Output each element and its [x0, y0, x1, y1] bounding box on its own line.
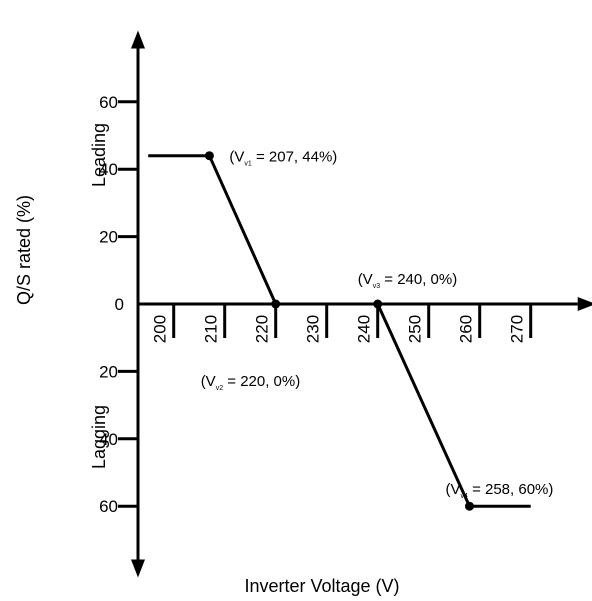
x-tick-label-200: 200 [151, 315, 170, 343]
x-tick-label-270: 270 [508, 315, 527, 343]
x-axis-title: Inverter Voltage (V) [244, 576, 399, 596]
breakpoint-marker-4 [465, 502, 474, 511]
annotation-v1: (Vv1 = 207, 44%) [229, 149, 337, 168]
y-tick-label-3: 0 [115, 295, 124, 314]
y-axis-arrow-bottom [131, 559, 145, 577]
annotation-v2: (Vv2 = 220, 0%) [201, 373, 301, 392]
markers [205, 151, 474, 510]
y-tick-label-0: 60 [99, 93, 118, 112]
y-axis-arrow-top [131, 31, 145, 49]
y-axis-title: Q/S rated (%) [14, 195, 34, 305]
x-axis-arrow [578, 297, 592, 311]
x-tick-label-220: 220 [253, 315, 272, 343]
annotation-v3: (Vv3 = 240, 0%) [358, 271, 458, 290]
breakpoint-marker-3 [373, 300, 382, 309]
breakpoint-marker-1 [205, 151, 214, 160]
x-tick-label-230: 230 [304, 315, 323, 343]
y-tick-label-6: 60 [99, 497, 118, 516]
breakpoint-marker-2 [271, 300, 280, 309]
y-region-label-lagging: Lagging [89, 405, 109, 469]
x-tick-label-210: 210 [202, 315, 221, 343]
y-tick-label-2: 20 [99, 228, 118, 247]
x-tick-label-250: 250 [406, 315, 425, 343]
x-tick-label-240: 240 [355, 315, 374, 343]
y-region-label-leading: Leading [89, 123, 109, 187]
x-tick-label-260: 260 [457, 315, 476, 343]
y-tick-label-4: 20 [99, 362, 118, 381]
